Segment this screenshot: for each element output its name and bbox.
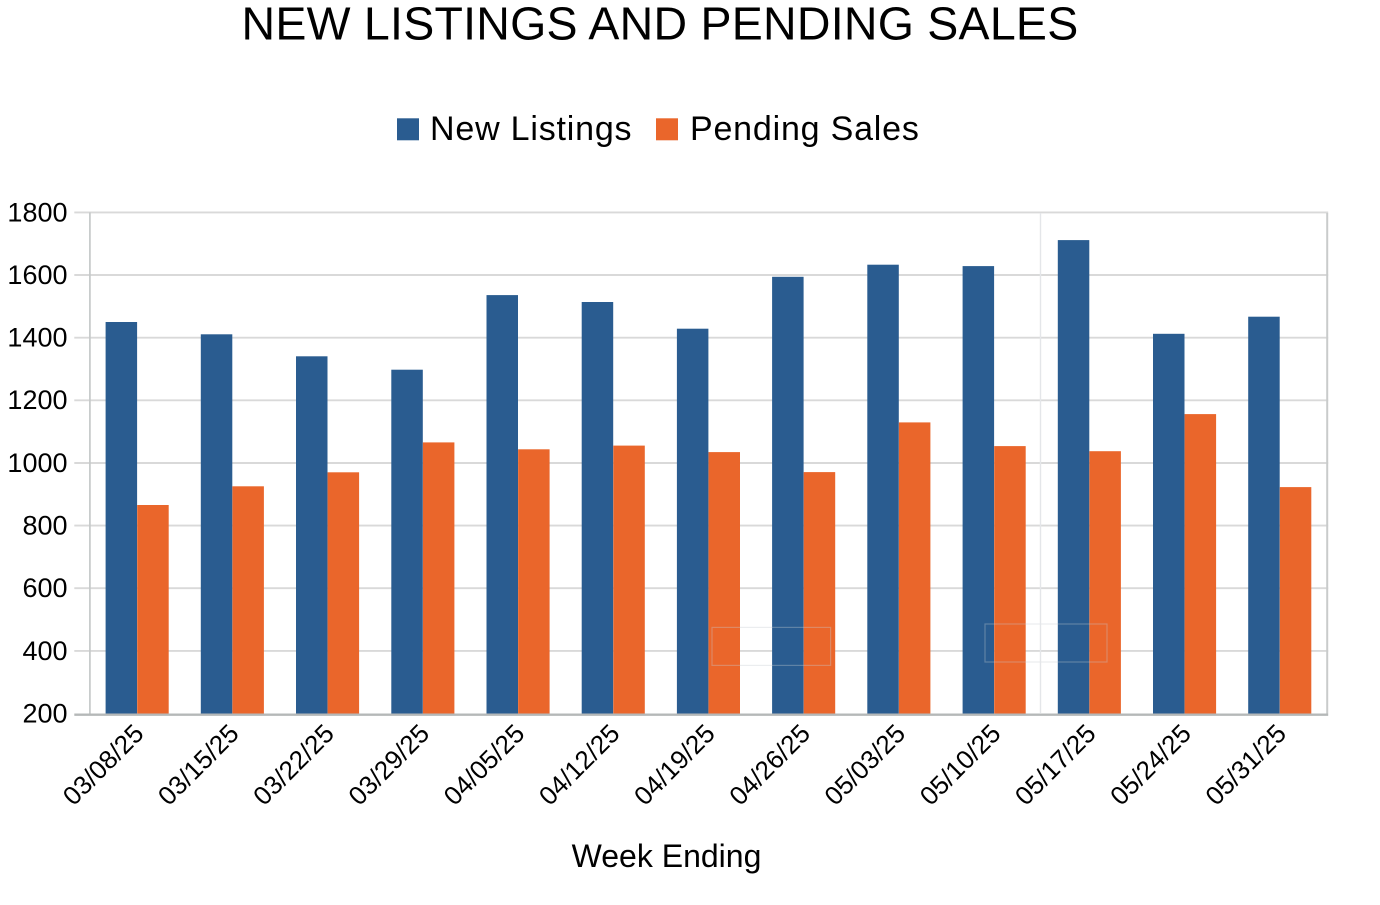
svg-text:200: 200 — [22, 698, 67, 728]
svg-text:1800: 1800 — [7, 197, 67, 227]
svg-text:400: 400 — [22, 636, 67, 666]
svg-text:Week Ending: Week Ending — [572, 838, 762, 874]
svg-text:1000: 1000 — [7, 448, 67, 478]
svg-text:New Listings: New Listings — [430, 110, 632, 148]
svg-text:1600: 1600 — [7, 260, 67, 290]
svg-text:600: 600 — [22, 573, 67, 603]
svg-text:1200: 1200 — [7, 385, 67, 415]
svg-text:800: 800 — [22, 511, 67, 541]
svg-text:1400: 1400 — [7, 323, 67, 353]
svg-text:NEW LISTINGS AND PENDING SALES: NEW LISTINGS AND PENDING SALES — [242, 0, 1079, 49]
svg-text:Pending Sales: Pending Sales — [690, 110, 920, 148]
